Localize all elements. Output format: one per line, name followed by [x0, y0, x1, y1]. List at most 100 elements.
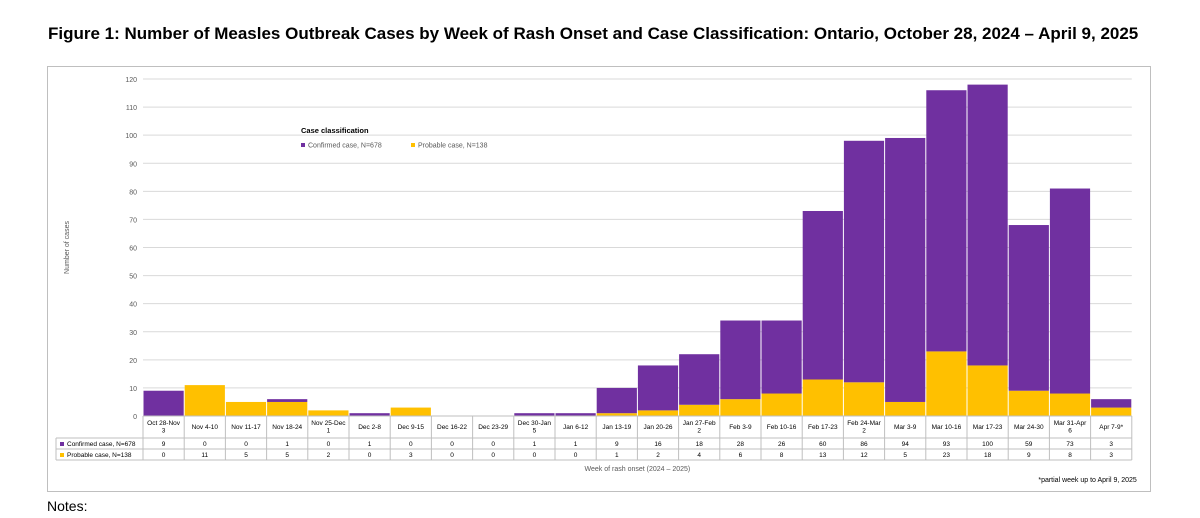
table-value-probable: 5 [285, 452, 289, 459]
x-tick-label: Nov 25-Dec 1 [311, 420, 346, 435]
table-value-confirmed: 0 [491, 441, 495, 448]
table-value-probable: 2 [327, 452, 331, 459]
bar-confirmed [596, 387, 637, 414]
table-row-confirmed-key [60, 442, 64, 446]
x-tick-label: Mar 31-Apr 6 [1054, 420, 1087, 435]
bar-probable [679, 404, 720, 416]
table-value-confirmed: 9 [162, 441, 166, 448]
table-value-confirmed: 0 [244, 441, 248, 448]
footnote: *partial week up to April 9, 2025 [1038, 477, 1137, 484]
table-value-confirmed: 0 [203, 441, 207, 448]
table-value-confirmed: 18 [696, 441, 704, 448]
bar-probable [637, 410, 679, 416]
table-value-confirmed: 60 [819, 441, 827, 448]
legend-swatch-probable [411, 143, 415, 147]
table-value-probable: 23 [943, 452, 951, 459]
bar-confirmed [967, 84, 1008, 366]
table-value-probable: 0 [491, 452, 495, 459]
bar-probable [225, 401, 267, 416]
bar-confirmed [720, 320, 761, 400]
table-value-probable: 6 [739, 452, 743, 459]
y-tick-label: 100 [125, 133, 137, 140]
table-value-confirmed: 1 [574, 441, 578, 448]
y-tick-label: 50 [129, 274, 137, 281]
x-tick-label: Jan 20-26 [644, 424, 673, 431]
x-axis-title: Week of rash onset (2024 – 2025) [585, 466, 691, 473]
x-tick-label: Jan 6-12 [563, 424, 589, 431]
y-tick-label: 40 [129, 302, 137, 309]
bar-confirmed [1091, 399, 1132, 408]
table-value-probable: 2 [656, 452, 660, 459]
y-tick-label: 60 [129, 246, 137, 253]
y-tick-label: 30 [129, 330, 137, 337]
legend-title: Case classification [301, 126, 369, 135]
table-value-probable: 13 [819, 452, 827, 459]
y-tick-label: 10 [129, 386, 137, 393]
bar-confirmed [555, 413, 596, 416]
x-tick-label: Feb 10-16 [767, 424, 797, 431]
table-value-probable: 11 [201, 452, 208, 459]
x-tick-label: Dec 23-29 [478, 424, 508, 431]
table-value-confirmed: 1 [368, 441, 372, 448]
table-value-probable: 8 [780, 452, 784, 459]
table-value-probable: 3 [1109, 452, 1113, 459]
bar-probable [267, 401, 308, 416]
y-axis-title: Number of cases [64, 221, 71, 274]
table-value-confirmed: 0 [450, 441, 454, 448]
bar-probable [1008, 390, 1049, 416]
y-tick-label: 80 [129, 189, 137, 196]
table-value-probable: 12 [860, 452, 868, 459]
y-tick-label: 0 [133, 414, 137, 421]
x-tick-label: Feb 24-Mar 2 [847, 420, 881, 435]
legend-label-probable: Probable case, N=138 [418, 143, 488, 150]
x-tick-label: Dec 2-8 [358, 424, 381, 431]
table-value-probable: 1 [615, 452, 619, 459]
y-tick-label: 70 [129, 217, 137, 224]
x-tick-label: Mar 17-23 [973, 424, 1003, 431]
table-value-confirmed: 94 [902, 441, 910, 448]
table-value-probable: 8 [1068, 452, 1072, 459]
x-tick-label: Feb 3-9 [729, 424, 752, 431]
x-tick-label: Apr 7-9* [1099, 424, 1123, 431]
bar-probable [720, 399, 761, 416]
notes-label: Notes: [47, 498, 88, 514]
table-value-confirmed: 0 [327, 441, 331, 448]
x-tick-label: Feb 17-23 [808, 424, 838, 431]
legend-swatch-confirmed [301, 143, 305, 147]
table-value-confirmed: 93 [943, 441, 951, 448]
bar-probable [843, 382, 885, 416]
bar-probable [184, 385, 225, 416]
table-value-confirmed: 86 [860, 441, 868, 448]
bar-confirmed [679, 354, 720, 405]
bar-probable [967, 365, 1008, 416]
x-tick-label: Dec 30-Jan 5 [518, 420, 552, 435]
table-value-confirmed: 0 [409, 441, 413, 448]
bar-probable [926, 351, 967, 416]
table-value-probable: 9 [1027, 452, 1031, 459]
table-value-probable: 0 [162, 452, 166, 459]
y-tick-label: 20 [129, 358, 137, 365]
table-value-confirmed: 73 [1066, 441, 1074, 448]
table-value-probable: 3 [409, 452, 413, 459]
x-tick-label: Mar 3-9 [894, 424, 917, 431]
bar-confirmed [761, 320, 802, 394]
y-tick-label: 90 [129, 161, 137, 168]
table-value-probable: 5 [903, 452, 907, 459]
bar-confirmed [926, 90, 967, 352]
x-tick-label: Nov 11-17 [231, 424, 261, 431]
table-row-probable-key [60, 453, 64, 457]
table-row-probable-label: Probable case, N=138 [67, 452, 132, 459]
chart-frame: 0 10 20 30 40 50 60 70 80 90 100 110 120 Number of ca… [47, 66, 1151, 492]
bar-probable [885, 401, 926, 416]
y-tick-label: 120 [125, 77, 137, 84]
table-value-confirmed: 3 [1109, 441, 1113, 448]
table-value-confirmed: 1 [533, 441, 537, 448]
bar-confirmed [885, 137, 926, 402]
table-value-probable: 4 [697, 452, 701, 459]
bar-probable [596, 413, 637, 416]
table-value-confirmed: 28 [737, 441, 745, 448]
x-tick-label: Dec 9-15 [398, 424, 425, 431]
bar-confirmed [1008, 225, 1049, 391]
table-value-confirmed: 1 [285, 441, 289, 448]
bar-probable [308, 410, 349, 416]
